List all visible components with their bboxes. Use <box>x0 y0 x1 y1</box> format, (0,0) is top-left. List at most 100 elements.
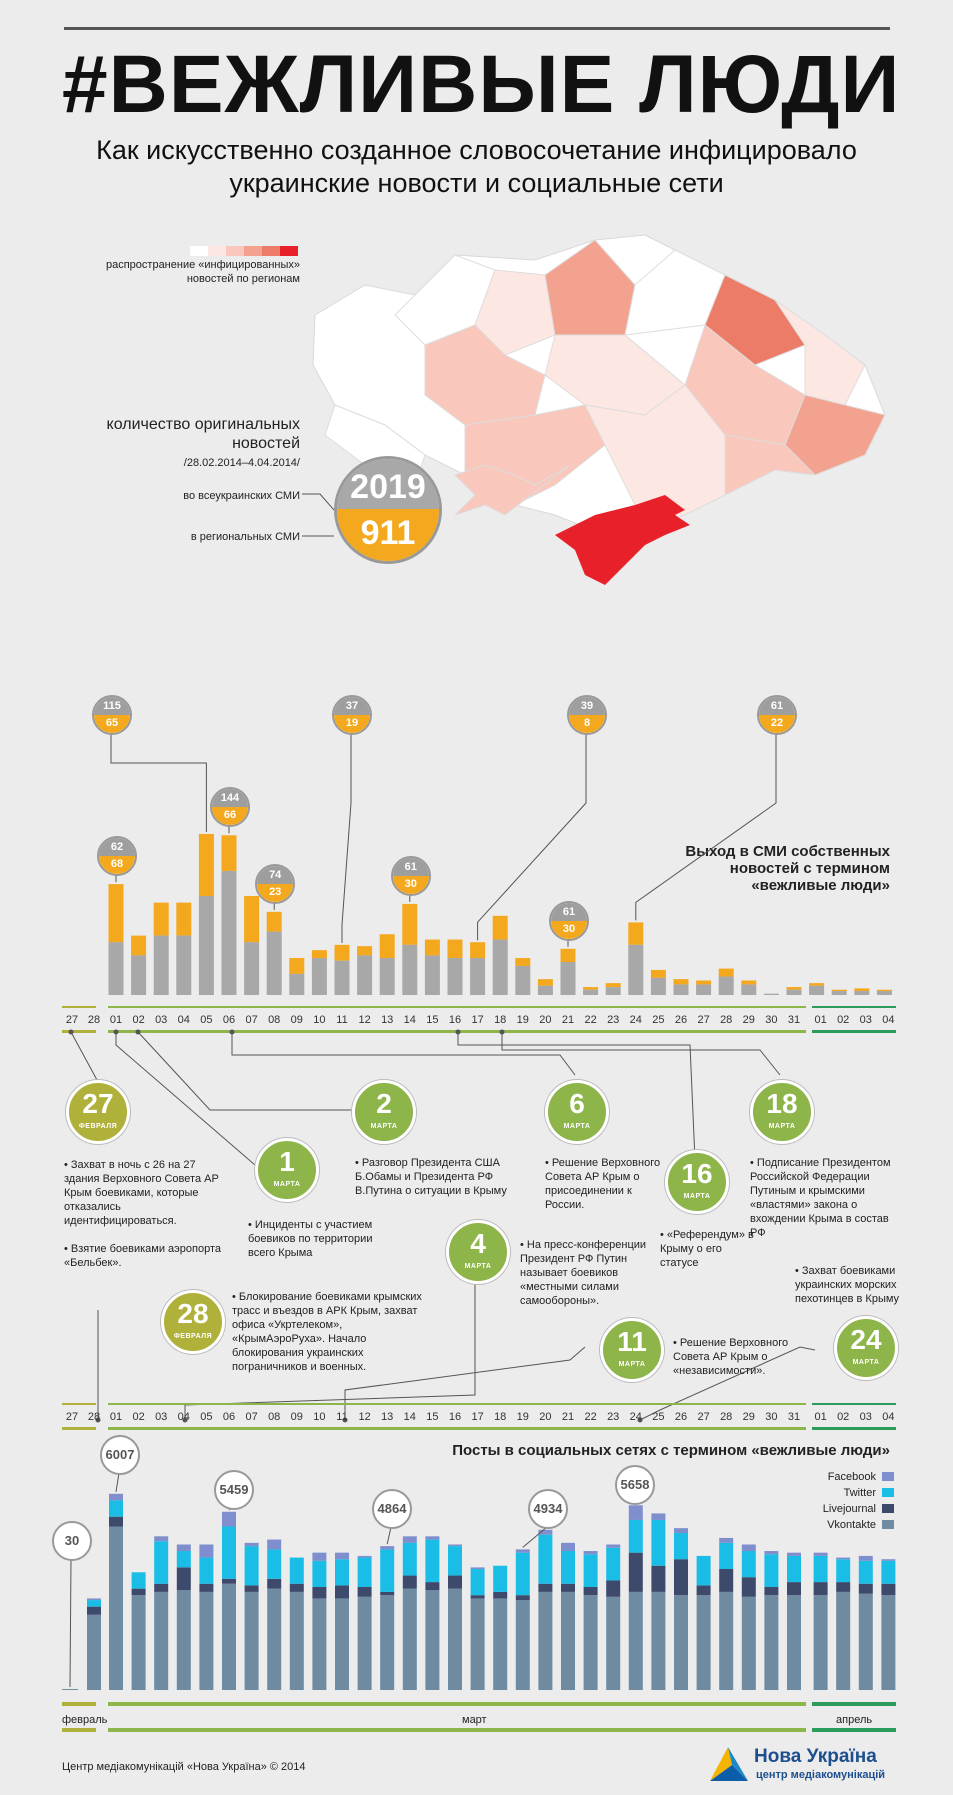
top-rule <box>64 27 890 30</box>
tl2-day-4: 03 <box>155 1411 167 1423</box>
media-bar-regional-4 <box>153 902 169 936</box>
social-bar-1-2 <box>87 1600 101 1607</box>
social-bar-16-3 <box>425 1536 440 1540</box>
tl1-day-7: 06 <box>223 1014 235 1026</box>
social-bar-17-2 <box>448 1546 462 1576</box>
social-bar-20-3 <box>515 1549 530 1553</box>
social-bar-28-0 <box>696 1595 711 1690</box>
social-bar-27-0 <box>674 1595 688 1690</box>
tl1-bar2-apr <box>812 1030 896 1033</box>
social-bar-0-0 <box>62 1689 78 1690</box>
month-label-feb: февраль <box>62 1714 108 1726</box>
social-bar-4-0 <box>154 1591 169 1690</box>
tl1-day-4: 03 <box>155 1014 167 1026</box>
event-11-mar-text: • Решение Верховного Совета АР Крым о «н… <box>673 1337 789 1377</box>
media-bar-regional-6 <box>198 833 214 896</box>
media-bar-national-8 <box>244 942 260 995</box>
tl1-day-17: 16 <box>449 1014 461 1026</box>
tl2-day-7: 06 <box>223 1411 235 1423</box>
social-bar-35-0 <box>858 1593 873 1690</box>
tl1-day-13: 12 <box>358 1014 370 1026</box>
social-bar-1-3 <box>87 1598 101 1601</box>
tl2-bar-apr <box>812 1403 896 1405</box>
tl2-day-11: 10 <box>313 1411 325 1423</box>
media-callout-21: 61 30 <box>549 900 589 941</box>
brand-subtitle: центр медіакомунікацій <box>756 1769 886 1781</box>
social-bar-11-2 <box>312 1560 327 1587</box>
social-bar-15-0 <box>402 1588 417 1690</box>
social-bar-3-1 <box>131 1588 146 1596</box>
social-bar-13-2 <box>357 1557 372 1587</box>
social-chart-title: Посты в социальных сетях с термином «веж… <box>452 1442 890 1459</box>
media-bar-regional-8 <box>244 896 260 943</box>
social-bar-36-1 <box>881 1583 896 1596</box>
social-callout-3: 4864 <box>372 1489 412 1529</box>
tl2-day-34: 02 <box>837 1411 849 1423</box>
media-bar-regional-24 <box>605 983 621 988</box>
event-16-mar-text: • «Референдум» в Крыму о его статусе <box>660 1229 754 1269</box>
legend-swatch-2 <box>226 246 244 256</box>
media-callout-national: 61 <box>759 697 795 715</box>
legend-livejournal-swatch <box>882 1504 894 1513</box>
media-callout-05: 115 65 <box>92 695 132 735</box>
tl1-day-6: 05 <box>200 1014 212 1026</box>
social-bar-15-2 <box>402 1542 417 1576</box>
media-bar-regional-2 <box>108 884 124 943</box>
tl2-bar2-apr <box>812 1427 896 1430</box>
social-bar-22-3 <box>561 1542 575 1552</box>
event-2-mar-text: • Разговор Президента США Б.Обамы и През… <box>355 1157 507 1197</box>
tl2-day-27: 26 <box>675 1411 687 1423</box>
tl2-day-28: 27 <box>697 1411 709 1423</box>
media-bar-national-35 <box>854 991 870 995</box>
media-callout-06: 144 66 <box>210 787 250 828</box>
legend-swatch-5 <box>280 246 298 256</box>
tl1-day-10: 09 <box>291 1014 303 1026</box>
media-bar-national-26 <box>650 977 666 995</box>
media-bar-regional-10 <box>289 958 305 974</box>
media-bar-national-19 <box>492 939 508 995</box>
media-bar-regional-18 <box>470 942 486 959</box>
tl1-day-2: 01 <box>110 1014 122 1026</box>
social-bar-16-1 <box>425 1582 440 1591</box>
social-bar-5-1 <box>176 1567 191 1591</box>
social-bar-11-0 <box>312 1598 327 1690</box>
tl1-day-35: 03 <box>860 1014 872 1026</box>
media-callout-08: 74 23 <box>255 863 296 904</box>
social-bar-24-2 <box>606 1547 621 1581</box>
media-callout-national: 115 <box>94 697 130 715</box>
totals-connectors <box>302 493 335 537</box>
tl1-day-5: 04 <box>178 1014 190 1026</box>
social-bar-8-2 <box>244 1546 259 1586</box>
media-bar-regional-5 <box>176 902 192 936</box>
social-bar-12-1 <box>335 1585 349 1599</box>
media-bar-national-15 <box>402 944 418 995</box>
legend-facebook-swatch <box>882 1472 894 1481</box>
media-bar-regional-20 <box>515 958 531 966</box>
social-bar-9-3 <box>267 1539 282 1550</box>
social-bar-29-2 <box>719 1542 734 1570</box>
social-bar-35-3 <box>858 1555 873 1561</box>
legend-swatch-1 <box>208 246 226 256</box>
media-bar-national-22 <box>560 962 576 995</box>
social-callout-line-4 <box>522 1526 548 1548</box>
social-bar-20-1 <box>515 1595 530 1601</box>
media-bar-national-25 <box>628 944 644 995</box>
social-bar-31-1 <box>764 1586 779 1596</box>
media-callout-national: 61 <box>551 902 587 921</box>
media-bar-national-33 <box>809 985 825 995</box>
event-24-mar-text: • Захват боевиками украинских морских пе… <box>795 1265 900 1305</box>
media-bar-regional-13 <box>357 946 373 956</box>
social-bar-34-3 <box>836 1557 851 1560</box>
social-bar-7-3 <box>222 1511 236 1527</box>
media-callout-national: 74 <box>257 865 294 884</box>
media-chart-title: Выход в СМИ собственных новостей с терми… <box>685 843 890 894</box>
tl1-day-18: 17 <box>471 1014 483 1026</box>
media-callout-regional: 30 <box>551 920 587 939</box>
media-bar-national-36 <box>876 991 892 995</box>
social-bar-18-3 <box>470 1567 485 1570</box>
event-27-feb-text: • Захват в ночь с 26 на 27 здания Верхов… <box>64 1159 222 1269</box>
social-bar-28-2 <box>696 1555 711 1586</box>
social-bar-8-1 <box>244 1585 259 1592</box>
social-bar-35-2 <box>858 1560 873 1584</box>
media-bar-regional-35 <box>854 988 870 992</box>
